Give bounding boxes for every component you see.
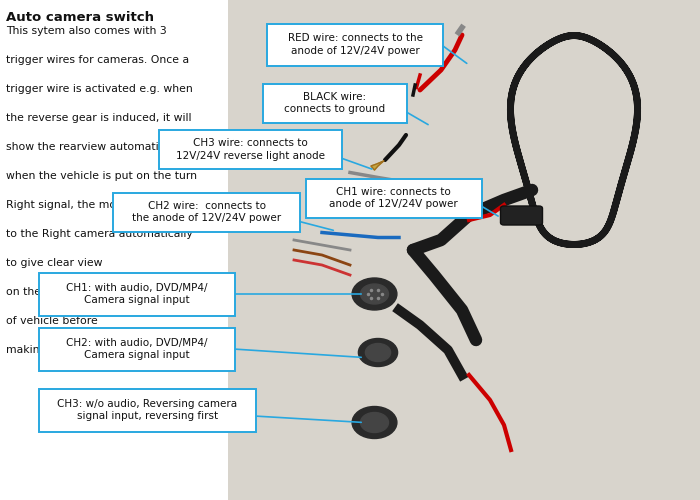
FancyBboxPatch shape	[38, 328, 235, 370]
Circle shape	[352, 278, 397, 310]
Text: Auto camera switch: Auto camera switch	[6, 11, 153, 24]
FancyBboxPatch shape	[262, 84, 407, 122]
FancyBboxPatch shape	[159, 130, 342, 169]
Text: the reverse gear is induced, it will: the reverse gear is induced, it will	[6, 113, 191, 123]
Text: to the Right camera automatically: to the Right camera automatically	[6, 229, 192, 239]
FancyBboxPatch shape	[306, 178, 482, 218]
Text: trigger wire is activated e.g. when: trigger wire is activated e.g. when	[6, 84, 192, 94]
Text: CH1 wire: connects to
anode of 12V/24V power: CH1 wire: connects to anode of 12V/24V p…	[330, 187, 458, 209]
FancyBboxPatch shape	[228, 0, 700, 500]
Text: CH2: with audio, DVD/MP4/
Camera signal input: CH2: with audio, DVD/MP4/ Camera signal …	[66, 338, 208, 360]
FancyBboxPatch shape	[38, 272, 235, 316]
FancyBboxPatch shape	[113, 192, 300, 232]
Text: This sytem also comes with 3: This sytem also comes with 3	[6, 26, 167, 36]
Text: of vehicle before: of vehicle before	[6, 316, 97, 326]
Text: CH3 wire: connects to
12V/24V reverse light anode: CH3 wire: connects to 12V/24V reverse li…	[176, 138, 325, 160]
Circle shape	[358, 338, 398, 366]
Text: Right signal, the monitor will switch: Right signal, the monitor will switch	[6, 200, 201, 210]
Text: BLACK wire:
connects to ground: BLACK wire: connects to ground	[284, 92, 385, 114]
Text: when the vehicle is put on the turn: when the vehicle is put on the turn	[6, 171, 197, 181]
Text: trigger wires for cameras. Once a: trigger wires for cameras. Once a	[6, 55, 189, 65]
Text: CH1: with audio, DVD/MP4/
Camera signal input: CH1: with audio, DVD/MP4/ Camera signal …	[66, 283, 208, 305]
Circle shape	[360, 284, 388, 304]
Text: CH2 wire:  connects to
the anode of 12V/24V power: CH2 wire: connects to the anode of 12V/2…	[132, 201, 281, 223]
Polygon shape	[371, 161, 384, 170]
Text: CH3: w/o audio, Reversing camera
signal input, reversing first: CH3: w/o audio, Reversing camera signal …	[57, 399, 237, 421]
Text: to give clear view: to give clear view	[6, 258, 102, 268]
Text: show the rearview automatically, or: show the rearview automatically, or	[6, 142, 202, 152]
Text: RED wire: connects to the
anode of 12V/24V power: RED wire: connects to the anode of 12V/2…	[288, 34, 423, 56]
Circle shape	[365, 344, 391, 361]
Text: on the right side: on the right side	[6, 287, 96, 297]
FancyBboxPatch shape	[500, 206, 542, 225]
FancyBboxPatch shape	[38, 388, 256, 432]
Circle shape	[360, 412, 388, 432]
FancyBboxPatch shape	[267, 24, 443, 66]
Circle shape	[352, 406, 397, 438]
Text: making a turn.: making a turn.	[6, 345, 85, 355]
